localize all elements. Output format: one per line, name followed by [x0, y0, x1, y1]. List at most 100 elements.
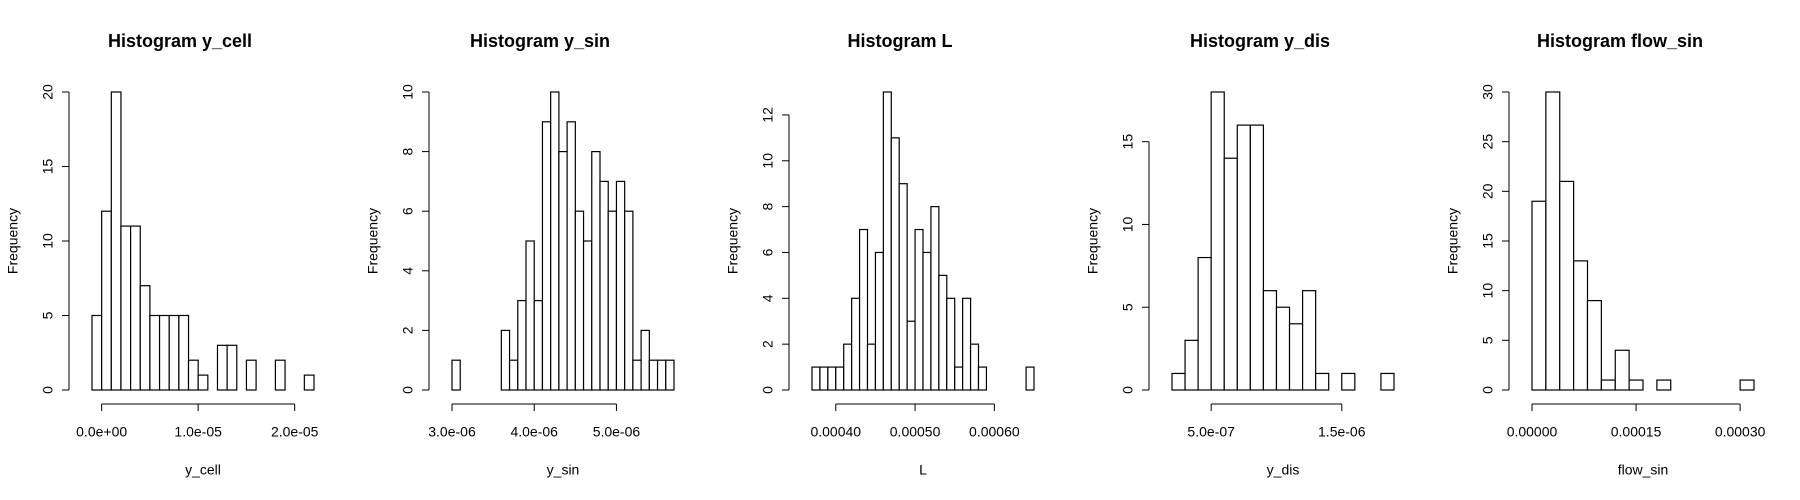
bar [624, 210, 634, 391]
bar [110, 91, 122, 391]
x-tick-label: 1.5e-06 [1318, 424, 1366, 440]
y-tick-label: 10 [760, 153, 776, 169]
bar [1531, 200, 1547, 391]
bar [1197, 256, 1212, 391]
bar [1262, 290, 1278, 391]
bar [1288, 323, 1304, 391]
chart-title: Histogram flow_sin [1537, 31, 1703, 51]
bar [178, 314, 190, 391]
bar [574, 210, 585, 391]
chart-title: Histogram y_cell [108, 31, 252, 51]
bar [130, 225, 141, 391]
bar [1380, 372, 1395, 391]
bar [819, 366, 829, 391]
x-tick-label: 5.0e-07 [1187, 424, 1235, 440]
y-tick-label: 10 [40, 233, 56, 249]
y-tick-label: 0 [760, 386, 776, 394]
bar [120, 225, 132, 391]
y-tick-label: 15 [1480, 233, 1496, 249]
bar [977, 366, 988, 391]
x-tick-label: 1.0e-05 [174, 424, 222, 440]
y-tick-label: 8 [400, 147, 416, 155]
bar [1223, 157, 1238, 391]
x-axis-label: L [919, 462, 927, 478]
bar [914, 228, 924, 391]
bar [930, 206, 940, 391]
x-tick-label: 3.0e-06 [428, 424, 476, 440]
bar [1184, 339, 1199, 391]
bar [835, 366, 845, 391]
bar [1573, 260, 1589, 391]
bar [811, 366, 821, 391]
chart-title: Histogram L [847, 31, 952, 51]
bar [615, 180, 626, 391]
x-tick-label: 0.00040 [810, 424, 861, 440]
bar [226, 344, 238, 391]
bar [656, 359, 667, 391]
x-axis-label: y_dis [1267, 462, 1300, 478]
bar [1600, 379, 1616, 391]
bar [969, 343, 980, 391]
bar [168, 314, 180, 391]
bar [1171, 372, 1186, 391]
bar [599, 180, 609, 391]
bar [866, 343, 877, 391]
bar [1586, 300, 1602, 391]
bar [187, 359, 199, 391]
bar [525, 240, 535, 391]
chart-title: Histogram y_sin [470, 31, 610, 51]
y-tick-label: 2 [400, 326, 416, 334]
y-tick-label: 10 [1120, 216, 1136, 232]
y-tick-label: 0 [400, 386, 416, 394]
bar [197, 374, 209, 391]
bar [1301, 290, 1317, 391]
x-tick-label: 0.00000 [1507, 424, 1558, 440]
bar [851, 297, 861, 391]
bar [665, 359, 675, 391]
bar [1628, 379, 1644, 391]
bar [882, 91, 892, 391]
bar [139, 285, 151, 391]
x-axis-label: y_cell [185, 462, 221, 478]
bar [1236, 124, 1251, 391]
bar [216, 344, 228, 391]
bar [1025, 366, 1035, 391]
y-tick-label: 10 [400, 84, 416, 100]
x-tick-label: 0.00060 [969, 424, 1020, 440]
y-tick-label: 4 [760, 294, 776, 302]
bar [508, 359, 519, 391]
bar [1656, 379, 1672, 391]
bar [1559, 180, 1575, 391]
bar [558, 151, 568, 391]
bar [158, 314, 170, 391]
bar [517, 300, 527, 391]
bar [541, 121, 552, 391]
x-tick-label: 0.00015 [1611, 424, 1662, 440]
bar [533, 300, 544, 391]
y-tick-label: 0 [40, 386, 56, 394]
bar [827, 366, 837, 391]
bar [946, 297, 956, 391]
y-tick-label: 0 [1480, 386, 1496, 394]
bar [954, 366, 964, 391]
bar [101, 210, 112, 391]
bar [898, 183, 908, 391]
x-tick-label: 4.0e-06 [510, 424, 558, 440]
chart-title: Histogram y_dis [1190, 31, 1330, 51]
bar [607, 210, 618, 391]
y-tick-label: 15 [40, 159, 56, 175]
bar [1210, 91, 1225, 391]
y-tick-label: 6 [400, 207, 416, 215]
x-tick-label: 0.00050 [890, 424, 941, 440]
bar [591, 151, 601, 391]
y-tick-label: 6 [760, 248, 776, 256]
bar [149, 314, 161, 391]
bar [303, 374, 315, 391]
bar [550, 91, 560, 391]
y-tick-label: 2 [760, 340, 776, 348]
y-tick-label: 10 [1480, 283, 1496, 299]
bar [858, 228, 869, 391]
y-tick-label: 25 [1480, 134, 1496, 150]
x-tick-label: 0.0e+00 [76, 424, 127, 440]
